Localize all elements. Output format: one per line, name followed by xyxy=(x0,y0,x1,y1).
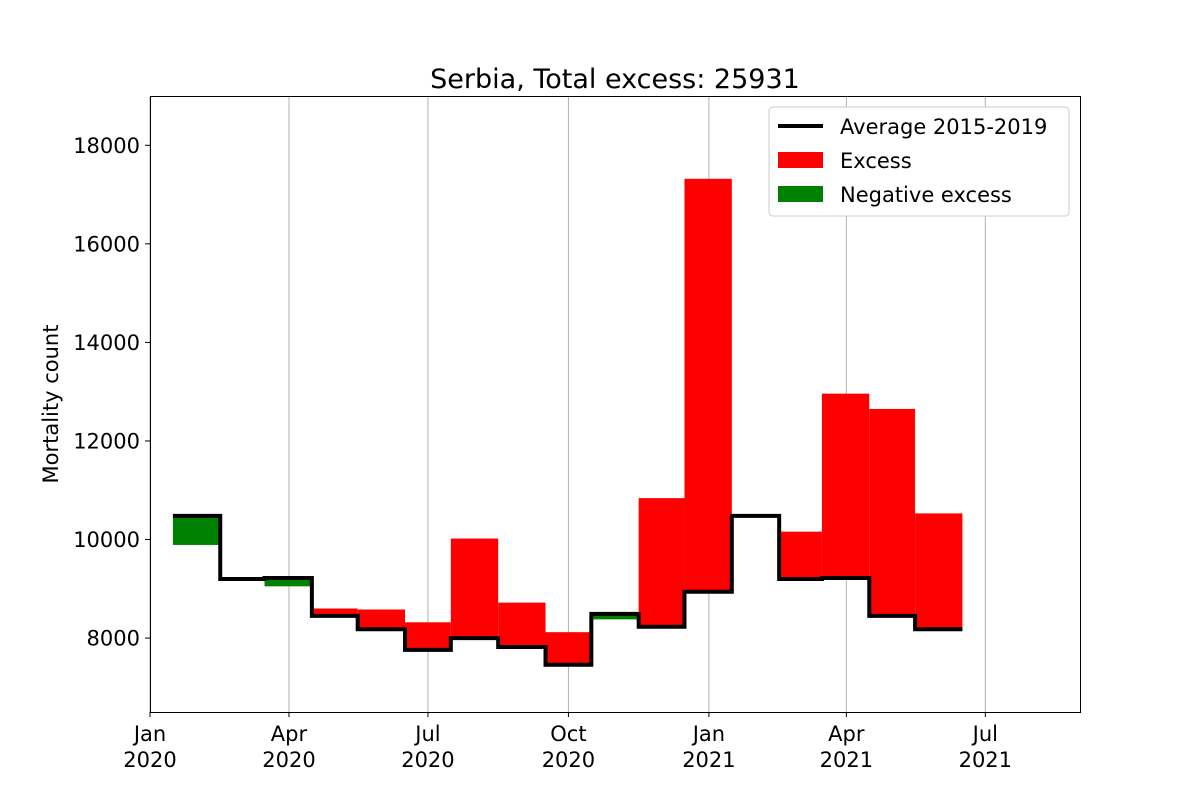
legend-label-negative: Negative excess xyxy=(840,183,1012,207)
x-tick-year: 2020 xyxy=(262,748,315,772)
x-tick-year: 2020 xyxy=(401,748,454,772)
average-step-line xyxy=(172,513,963,667)
excess-bar xyxy=(869,408,916,616)
x-tick-label: Oct 2020 xyxy=(542,722,595,772)
excess-bar xyxy=(684,178,732,592)
y-tick-label: 18000 xyxy=(73,134,140,158)
x-tick-label: Jul 2021 xyxy=(959,722,1012,772)
x-tick-month: Jul xyxy=(413,722,440,746)
x-tick-month: Jul xyxy=(971,722,998,746)
negative-excess-bar xyxy=(172,515,221,545)
x-tick-month: Jan xyxy=(691,722,725,746)
legend-label-average: Average 2015-2019 xyxy=(840,115,1047,139)
x-tick-month: Apr xyxy=(271,722,308,746)
x-tick-label: Apr 2020 xyxy=(262,722,315,772)
excess-bar xyxy=(450,538,499,639)
x-tick-month: Jan xyxy=(132,722,166,746)
legend: Average 2015-2019 Excess Negative excess xyxy=(768,106,1070,217)
x-tick-year: 2021 xyxy=(959,748,1012,772)
y-tick-label: 14000 xyxy=(73,331,140,355)
bars-layer xyxy=(172,178,963,665)
excess-bar xyxy=(779,531,822,579)
y-axis-label: Mortality count xyxy=(39,325,63,484)
excess-bar xyxy=(405,622,451,650)
x-tick-year: 2021 xyxy=(682,748,735,772)
legend-negative-swatch xyxy=(778,186,823,202)
x-tick-label: Jul 2020 xyxy=(401,722,454,772)
legend-box xyxy=(768,106,1070,217)
excess-bar xyxy=(545,632,592,665)
excess-bar xyxy=(915,513,963,630)
x-tick-label: Jan 2020 xyxy=(123,722,176,772)
excess-bar xyxy=(821,393,870,578)
y-axis: 8000 10000 12000 14000 16000 18000 xyxy=(73,134,150,651)
x-tick-month: Oct xyxy=(550,722,586,746)
negative-excess-bar xyxy=(264,577,312,587)
x-tick-label: Jan 2021 xyxy=(682,722,735,772)
legend-label-excess: Excess xyxy=(840,149,912,173)
excess-bar xyxy=(311,608,358,616)
y-tick-label: 12000 xyxy=(73,429,140,453)
y-tick-label: 8000 xyxy=(87,627,140,651)
x-tick-year: 2021 xyxy=(820,748,873,772)
x-tick-year: 2020 xyxy=(542,748,595,772)
chart-title: Serbia, Total excess: 25931 xyxy=(430,64,800,95)
y-tick-label: 10000 xyxy=(73,528,140,552)
x-tick-label: Apr 2021 xyxy=(820,722,873,772)
negative-excess-bar xyxy=(591,613,639,620)
excess-bar xyxy=(357,609,406,630)
legend-excess-swatch xyxy=(778,152,823,168)
x-tick-year: 2020 xyxy=(123,748,176,772)
x-tick-month: Apr xyxy=(828,722,865,746)
excess-bar xyxy=(498,602,546,647)
excess-bar xyxy=(638,498,685,627)
plot-frame xyxy=(150,96,1081,713)
y-tick-label: 16000 xyxy=(73,232,140,256)
